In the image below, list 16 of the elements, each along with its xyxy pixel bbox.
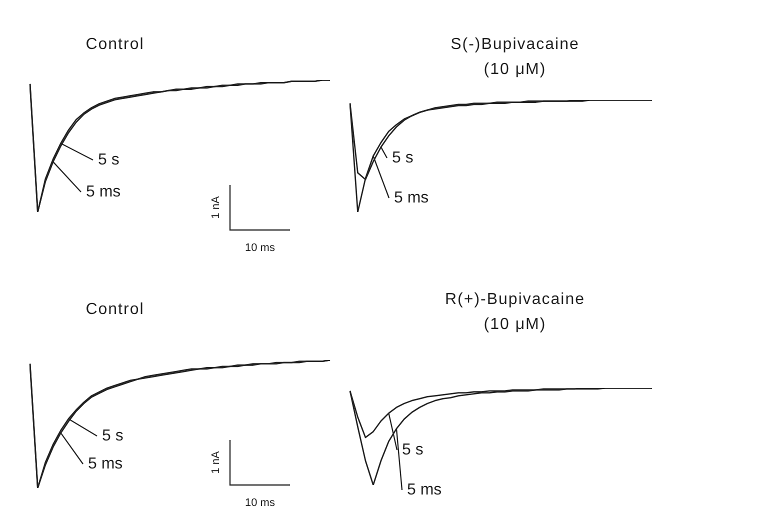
chart-title: S(-)Bupivacaine (10 μM) (450, 35, 580, 80)
legend-label: 5 s (98, 151, 120, 168)
legend-label: 5 s (392, 149, 414, 166)
legend-label: 5 s (102, 427, 124, 444)
text: 5 ms (86, 183, 121, 200)
text: 10 ms (245, 497, 276, 510)
annotation: 1 nA (210, 196, 222, 219)
series-label: 5 ms (407, 481, 442, 498)
chart-title: Control (84, 300, 146, 320)
series-label: 5 ms (394, 189, 429, 206)
annotation: 1 nA (210, 450, 222, 474)
text: 5 ms (88, 455, 123, 472)
chart-title: R(+)-Bupivacaine (10 μM) (444, 290, 586, 335)
chart-title: Control (84, 35, 146, 55)
series-label: 5 s (402, 441, 424, 458)
text: 10 ms (245, 242, 276, 254)
